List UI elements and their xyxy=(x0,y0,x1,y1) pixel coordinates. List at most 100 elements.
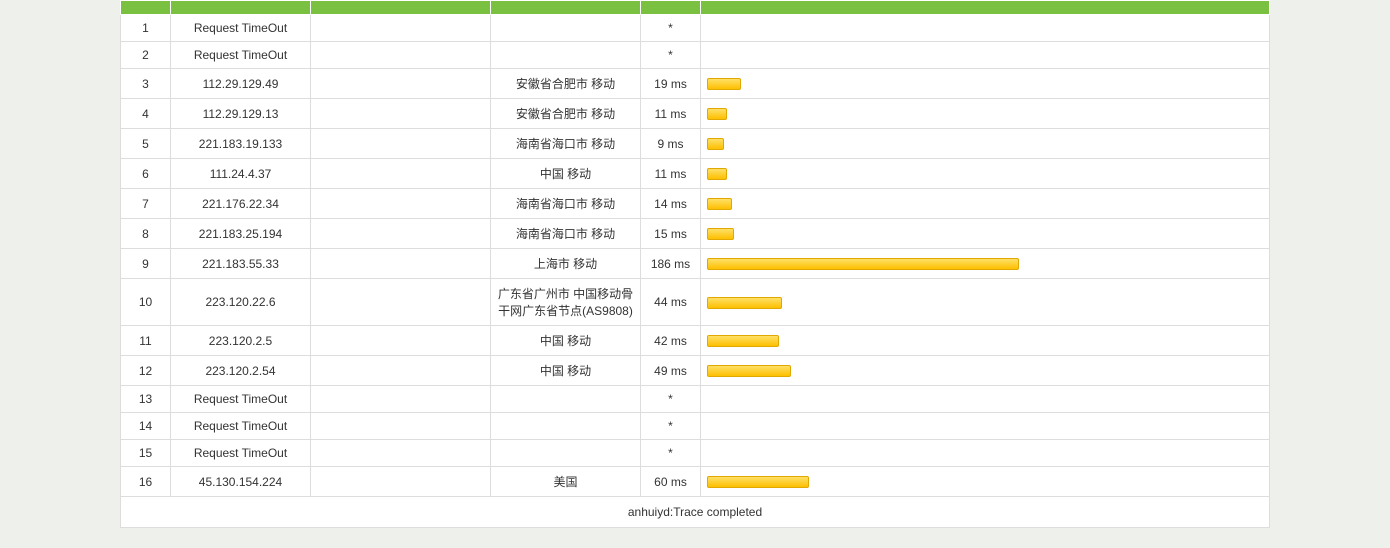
latency-bar xyxy=(707,138,724,150)
hop-latency: 19 ms xyxy=(641,69,701,99)
hop-location: 中国 移动 xyxy=(491,159,641,189)
hop-latency: 14 ms xyxy=(641,189,701,219)
table-row: 10223.120.22.6广东省广州市 中国移动骨干网广东省节点(AS9808… xyxy=(121,279,1270,326)
latency-bar xyxy=(707,78,741,90)
latency-bar xyxy=(707,365,791,377)
hop-bar-cell xyxy=(701,42,1270,69)
hop-index: 2 xyxy=(121,42,171,69)
hop-index: 9 xyxy=(121,249,171,279)
hop-location xyxy=(491,386,641,413)
hop-bar-cell xyxy=(701,159,1270,189)
hop-bar-cell xyxy=(701,15,1270,42)
latency-bar xyxy=(707,228,734,240)
table-row: 14Request TimeOut * xyxy=(121,413,1270,440)
hop-ip: 221.176.22.34 xyxy=(171,189,311,219)
hop-ip: 221.183.25.194 xyxy=(171,219,311,249)
hop-blank xyxy=(311,279,491,326)
header-blank xyxy=(311,1,491,15)
hop-index: 16 xyxy=(121,467,171,497)
hop-latency: 49 ms xyxy=(641,356,701,386)
latency-bar xyxy=(707,258,1019,270)
hop-index: 7 xyxy=(121,189,171,219)
hop-latency: 9 ms xyxy=(641,129,701,159)
hop-location xyxy=(491,15,641,42)
table-row: 6111.24.4.37 中国 移动11 ms xyxy=(121,159,1270,189)
hop-latency: 186 ms xyxy=(641,249,701,279)
hop-bar-cell xyxy=(701,356,1270,386)
table-row: 3112.29.129.49安徽省合肥市 移动19 ms xyxy=(121,69,1270,99)
hop-location: 海南省海口市 移动 xyxy=(491,129,641,159)
header-ip xyxy=(171,1,311,15)
latency-bar xyxy=(707,168,727,180)
hop-blank xyxy=(311,219,491,249)
hop-index: 4 xyxy=(121,99,171,129)
table-row: 12223.120.2.54 中国 移动49 ms xyxy=(121,356,1270,386)
status-row: anhuiyd:Trace completed xyxy=(121,497,1270,528)
hop-index: 10 xyxy=(121,279,171,326)
hop-index: 13 xyxy=(121,386,171,413)
hop-location xyxy=(491,440,641,467)
table-row: 15Request TimeOut * xyxy=(121,440,1270,467)
table-row: 4112.29.129.13安徽省合肥市 移动11 ms xyxy=(121,99,1270,129)
hop-location: 美国 xyxy=(491,467,641,497)
hop-ip: 223.120.22.6 xyxy=(171,279,311,326)
hop-ip: 112.29.129.13 xyxy=(171,99,311,129)
table-body: 1Request TimeOut*2Request TimeOut*3112.2… xyxy=(121,15,1270,528)
table-header xyxy=(121,1,1270,15)
latency-bar xyxy=(707,297,782,309)
hop-ip: Request TimeOut xyxy=(171,440,311,467)
hop-bar-cell xyxy=(701,440,1270,467)
hop-ip: 45.130.154.224 xyxy=(171,467,311,497)
hop-bar-cell xyxy=(701,467,1270,497)
hop-index: 1 xyxy=(121,15,171,42)
traceroute-table: 1Request TimeOut*2Request TimeOut*3112.2… xyxy=(120,0,1270,528)
table-row: 9221.183.55.33 上海市 移动186 ms xyxy=(121,249,1270,279)
table-row: 13Request TimeOut* xyxy=(121,386,1270,413)
hop-ip: Request TimeOut xyxy=(171,15,311,42)
hop-latency: 42 ms xyxy=(641,326,701,356)
latency-bar xyxy=(707,476,809,488)
hop-latency: * xyxy=(641,413,701,440)
hop-ip: Request TimeOut xyxy=(171,386,311,413)
hop-ip: 111.24.4.37 xyxy=(171,159,311,189)
hop-ip: 223.120.2.54 xyxy=(171,356,311,386)
hop-blank xyxy=(311,413,491,440)
hop-blank xyxy=(311,189,491,219)
hop-latency: 11 ms xyxy=(641,159,701,189)
hop-blank xyxy=(311,159,491,189)
hop-index: 6 xyxy=(121,159,171,189)
hop-blank xyxy=(311,356,491,386)
hop-location xyxy=(491,42,641,69)
hop-index: 15 xyxy=(121,440,171,467)
table-row: 5221.183.19.133海南省海口市 移动9 ms xyxy=(121,129,1270,159)
hop-ip: Request TimeOut xyxy=(171,413,311,440)
status-text: anhuiyd:Trace completed xyxy=(121,497,1270,528)
header-location xyxy=(491,1,641,15)
hop-location: 安徽省合肥市 移动 xyxy=(491,69,641,99)
latency-bar xyxy=(707,335,779,347)
hop-bar-cell xyxy=(701,189,1270,219)
hop-index: 5 xyxy=(121,129,171,159)
hop-location: 海南省海口市 移动 xyxy=(491,219,641,249)
hop-location: 安徽省合肥市 移动 xyxy=(491,99,641,129)
table-row: 7221.176.22.34海南省海口市 移动14 ms xyxy=(121,189,1270,219)
hop-latency: * xyxy=(641,440,701,467)
hop-location: 中国 移动 xyxy=(491,356,641,386)
hop-index: 14 xyxy=(121,413,171,440)
hop-index: 8 xyxy=(121,219,171,249)
hop-bar-cell xyxy=(701,219,1270,249)
table-row: 1645.130.154.224 美国60 ms xyxy=(121,467,1270,497)
hop-index: 12 xyxy=(121,356,171,386)
hop-bar-cell xyxy=(701,279,1270,326)
hop-ip: Request TimeOut xyxy=(171,42,311,69)
hop-latency: * xyxy=(641,15,701,42)
latency-bar xyxy=(707,198,732,210)
hop-blank xyxy=(311,99,491,129)
hop-blank xyxy=(311,467,491,497)
hop-location: 上海市 移动 xyxy=(491,249,641,279)
hop-blank xyxy=(311,440,491,467)
hop-latency: 60 ms xyxy=(641,467,701,497)
hop-latency: 44 ms xyxy=(641,279,701,326)
hop-ip: 221.183.55.33 xyxy=(171,249,311,279)
hop-bar-cell xyxy=(701,386,1270,413)
